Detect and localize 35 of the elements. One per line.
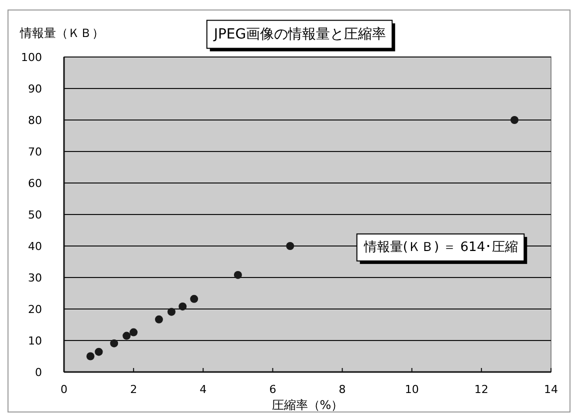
- y-tick-label: 80: [28, 114, 42, 127]
- y-tick-label: 50: [28, 208, 42, 222]
- y-tick-label: 40: [28, 240, 42, 253]
- x-tick-label: 12: [474, 383, 488, 396]
- point: [286, 242, 294, 250]
- y-tick-label: 0: [35, 366, 42, 379]
- chart-title: JPEG画像の情報量と圧縮率: [212, 26, 386, 42]
- x-tick-label: 6: [269, 383, 276, 396]
- point: [178, 302, 187, 310]
- x-tick-label: 0: [60, 383, 68, 396]
- y-tick-label: 70: [28, 146, 42, 158]
- point: [234, 270, 242, 279]
- point: [130, 328, 138, 336]
- point: [86, 352, 94, 360]
- annotation: 情報量(ＫＢ) ＝ 614･圧縮: [362, 240, 518, 255]
- point: [154, 315, 163, 324]
- point: [94, 348, 103, 356]
- y-tick-label: 60: [28, 177, 42, 190]
- x-tick-label: 10: [404, 383, 419, 396]
- y-tick-label: 10: [28, 334, 42, 348]
- y-tick-label: 100: [21, 51, 42, 64]
- x-tick-label: 4: [200, 383, 207, 396]
- point: [110, 339, 118, 348]
- point: [510, 116, 518, 124]
- x-tick-label: 8: [338, 383, 346, 396]
- y-tick-label: 90: [28, 82, 42, 96]
- point: [190, 294, 198, 303]
- y-tick-label: 30: [28, 272, 42, 284]
- point: [122, 332, 131, 340]
- y-axis-title: 情報量（ＫＢ）: [19, 26, 104, 40]
- x-tick-label: 2: [130, 383, 138, 396]
- y-tick-label: 20: [28, 303, 42, 316]
- x-axis-title: 圧縮率（%）: [272, 398, 344, 412]
- x-tick-label: 14: [544, 383, 558, 396]
- point: [167, 308, 176, 316]
